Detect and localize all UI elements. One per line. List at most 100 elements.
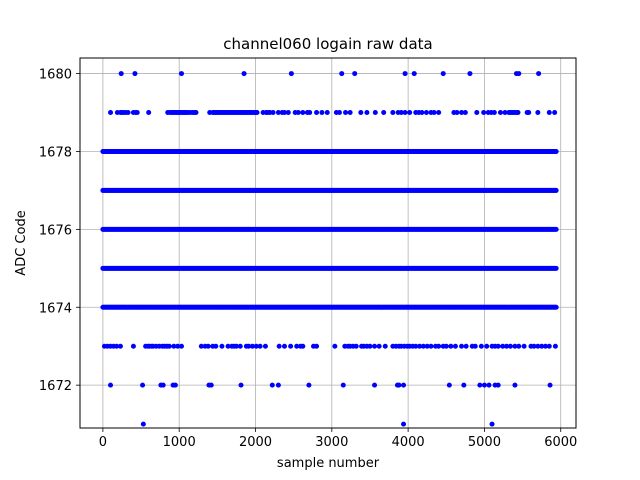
data-point — [495, 343, 501, 349]
data-point — [376, 343, 382, 349]
data-point — [535, 110, 541, 116]
data-point — [117, 343, 123, 349]
data-point — [459, 343, 465, 349]
data-point — [553, 265, 559, 271]
data-point — [219, 343, 225, 349]
x-axis-label: sample number — [277, 456, 380, 471]
data-point — [542, 343, 548, 349]
data-point — [452, 343, 458, 349]
data-point — [353, 343, 359, 349]
data-point — [225, 343, 231, 349]
data-point — [459, 110, 465, 116]
data-point — [478, 343, 484, 349]
data-point — [440, 71, 446, 77]
data-point — [401, 382, 407, 388]
data-point — [269, 382, 275, 388]
data-point — [516, 343, 522, 349]
data-point — [423, 110, 429, 116]
data-point — [241, 71, 247, 77]
data-point — [108, 382, 114, 388]
data-point — [526, 110, 532, 116]
data-point — [367, 343, 373, 349]
data-point — [436, 110, 442, 116]
data-point — [472, 343, 478, 349]
data-point — [398, 110, 404, 116]
data-point — [118, 71, 124, 77]
data-point — [125, 110, 131, 116]
data-point — [497, 110, 503, 116]
data-point — [257, 343, 263, 349]
data-point — [294, 343, 300, 349]
data-point — [352, 71, 358, 77]
data-point — [275, 382, 281, 388]
chart-title: channel060 logain raw data — [223, 35, 432, 53]
data-point — [175, 343, 181, 349]
data-point — [178, 343, 184, 349]
data-point — [288, 343, 294, 349]
data-point — [431, 110, 437, 116]
data-point — [553, 148, 559, 154]
data-point — [531, 343, 537, 349]
data-point — [208, 382, 214, 388]
data-point — [253, 343, 259, 349]
data-point — [553, 226, 559, 232]
data-point — [411, 71, 417, 77]
data-point — [481, 382, 487, 388]
data-point — [339, 71, 345, 77]
data-point — [171, 343, 177, 349]
data-point — [306, 382, 312, 388]
data-point — [547, 382, 553, 388]
data-point — [539, 343, 545, 349]
data-point — [462, 110, 468, 116]
x-tick-label: 4000 — [392, 435, 425, 450]
x-tick-label: 2000 — [239, 435, 272, 450]
data-point — [172, 382, 178, 388]
data-point — [382, 343, 388, 349]
data-points — [100, 71, 559, 427]
data-point — [512, 382, 518, 388]
data-point — [461, 382, 467, 388]
data-point — [130, 343, 136, 349]
data-point — [402, 71, 408, 77]
data-point — [254, 110, 260, 116]
data-point — [295, 110, 301, 116]
data-point — [419, 110, 425, 116]
data-point — [491, 110, 497, 116]
x-axis-ticks: 0 1000 2000 3000 4000 5000 6000 — [99, 428, 577, 450]
data-point — [160, 382, 166, 388]
data-point — [402, 110, 408, 116]
data-point — [166, 343, 172, 349]
data-point — [233, 343, 239, 349]
data-point — [134, 110, 140, 116]
data-point — [552, 343, 558, 349]
data-point — [193, 110, 199, 116]
data-point — [314, 110, 320, 116]
data-point — [521, 343, 527, 349]
data-point — [516, 71, 522, 77]
data-point — [307, 110, 313, 116]
data-point — [285, 110, 291, 116]
data-point — [535, 343, 541, 349]
data-point — [324, 110, 330, 116]
plot-area — [80, 58, 576, 428]
data-point — [372, 110, 378, 116]
data-point — [237, 343, 243, 349]
data-point — [108, 110, 114, 116]
data-point — [504, 343, 510, 349]
data-point — [198, 343, 204, 349]
data-point — [401, 421, 407, 427]
data-point — [536, 71, 542, 77]
data-point — [343, 110, 349, 116]
data-point — [417, 343, 423, 349]
data-point — [390, 110, 396, 116]
data-point — [420, 343, 426, 349]
data-point — [436, 343, 442, 349]
data-point — [507, 343, 513, 349]
y-axis-ticks: 1672 1674 1676 1678 1680 — [39, 68, 80, 394]
data-point — [275, 110, 281, 116]
data-point — [396, 382, 402, 388]
data-point — [413, 343, 419, 349]
data-point — [500, 343, 506, 349]
data-point — [140, 421, 146, 427]
y-tick-label: 1674 — [39, 301, 72, 316]
